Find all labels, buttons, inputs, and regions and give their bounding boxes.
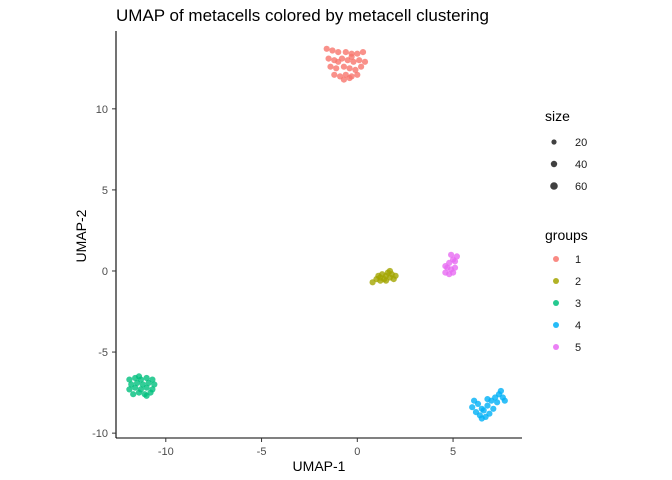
groups-legend-label-3: 3: [575, 298, 581, 310]
data-point-group-4: [501, 397, 508, 404]
data-point-group-1: [329, 47, 336, 54]
x-tick-label: -10: [158, 446, 174, 458]
groups-legend-label-1: 1: [575, 254, 581, 266]
data-point-group-5: [451, 264, 459, 271]
data-point-group-3: [126, 386, 133, 393]
data-point-group-5: [442, 263, 449, 270]
data-point-group-4: [484, 396, 491, 403]
points-layer: [126, 45, 508, 422]
data-point-group-1: [346, 65, 353, 72]
size-legend-title: size: [545, 108, 570, 124]
data-point-group-3: [126, 376, 133, 383]
groups-legend-key-5: [553, 344, 559, 350]
data-point-group-1: [358, 63, 365, 70]
data-point-group-3: [134, 379, 141, 386]
data-point-group-1: [340, 76, 347, 83]
data-point-group-4: [497, 387, 504, 395]
size-legend-key: [550, 182, 558, 190]
data-point-group-1: [323, 45, 330, 52]
data-point-group-1: [342, 49, 349, 56]
data-point-group-5: [451, 258, 459, 265]
data-point-group-4: [490, 405, 497, 412]
data-point-group-3: [132, 384, 139, 391]
size-legend-label: 20: [575, 137, 587, 149]
data-point-group-3: [130, 391, 137, 398]
data-point-group-4: [472, 409, 480, 416]
groups-legend-key-4: [553, 322, 559, 328]
x-tick-label: -5: [257, 446, 267, 458]
data-point-group-1: [335, 49, 342, 56]
y-tick-label: 0: [102, 266, 108, 278]
x-tick-label: 5: [450, 446, 456, 458]
data-point-group-3: [143, 374, 150, 382]
data-point-group-1: [327, 63, 334, 70]
data-point-group-2: [392, 272, 399, 279]
data-point-group-1: [325, 55, 332, 62]
data-point-group-3: [151, 381, 158, 388]
groups-legend-label-2: 2: [575, 276, 581, 288]
data-point-group-4: [494, 399, 501, 406]
size-legend-key: [550, 160, 558, 168]
data-point-group-4: [480, 407, 487, 414]
groups-legend-label-5: 5: [575, 342, 581, 354]
axes-layer: -10 -5 0 5 -10 -5 0 5 10: [92, 31, 522, 458]
data-point-group-5: [453, 253, 460, 260]
data-point-group-4: [478, 415, 485, 422]
data-point-group-1: [346, 74, 353, 82]
data-point-group-3: [145, 379, 152, 386]
data-point-group-1: [354, 50, 361, 57]
size-legend: size 20 40 60: [545, 108, 587, 193]
size-legend-label: 60: [575, 181, 587, 193]
data-point-group-2: [386, 267, 393, 275]
data-point-group-1: [359, 49, 367, 56]
data-point-group-2: [377, 274, 384, 281]
size-legend-label: 40: [575, 159, 587, 171]
data-point-group-1: [350, 58, 357, 65]
data-point-group-3: [143, 384, 150, 391]
data-point-group-1: [335, 58, 342, 65]
data-point-group-1: [340, 63, 347, 70]
x-axis-title: UMAP-1: [293, 458, 346, 474]
y-tick-label: 10: [96, 104, 108, 116]
y-tick-label: 5: [102, 185, 108, 197]
size-legend-key: [551, 139, 557, 145]
groups-legend: groups 1 2 3 4 5: [545, 227, 588, 354]
data-point-group-2: [382, 277, 390, 284]
data-point-group-3: [135, 373, 143, 380]
data-point-group-4: [471, 397, 478, 404]
y-tick-label: -5: [98, 347, 108, 359]
y-axis-title: UMAP-2: [73, 209, 89, 262]
data-point-group-3: [135, 389, 143, 396]
data-point-group-1: [356, 57, 363, 64]
data-point-group-4: [484, 402, 491, 409]
data-point-group-1: [361, 58, 369, 65]
chart-title: UMAP of metacells colored by metacell cl…: [116, 6, 489, 25]
groups-legend-key-1: [553, 256, 559, 262]
groups-legend-title: groups: [545, 227, 588, 243]
data-point-group-1: [331, 71, 338, 78]
y-tick-label: -10: [92, 428, 108, 440]
data-point-group-1: [348, 53, 355, 61]
groups-legend-label-4: 4: [575, 320, 581, 332]
data-point-group-4: [469, 404, 476, 411]
groups-legend-key-3: [553, 300, 559, 306]
data-point-group-5: [448, 251, 455, 258]
data-point-group-3: [143, 392, 150, 399]
groups-legend-key-2: [553, 278, 559, 284]
data-point-group-1: [333, 65, 340, 72]
data-point-group-1: [354, 71, 361, 78]
x-tick-label: 0: [354, 446, 360, 458]
data-point-group-1: [352, 66, 359, 73]
